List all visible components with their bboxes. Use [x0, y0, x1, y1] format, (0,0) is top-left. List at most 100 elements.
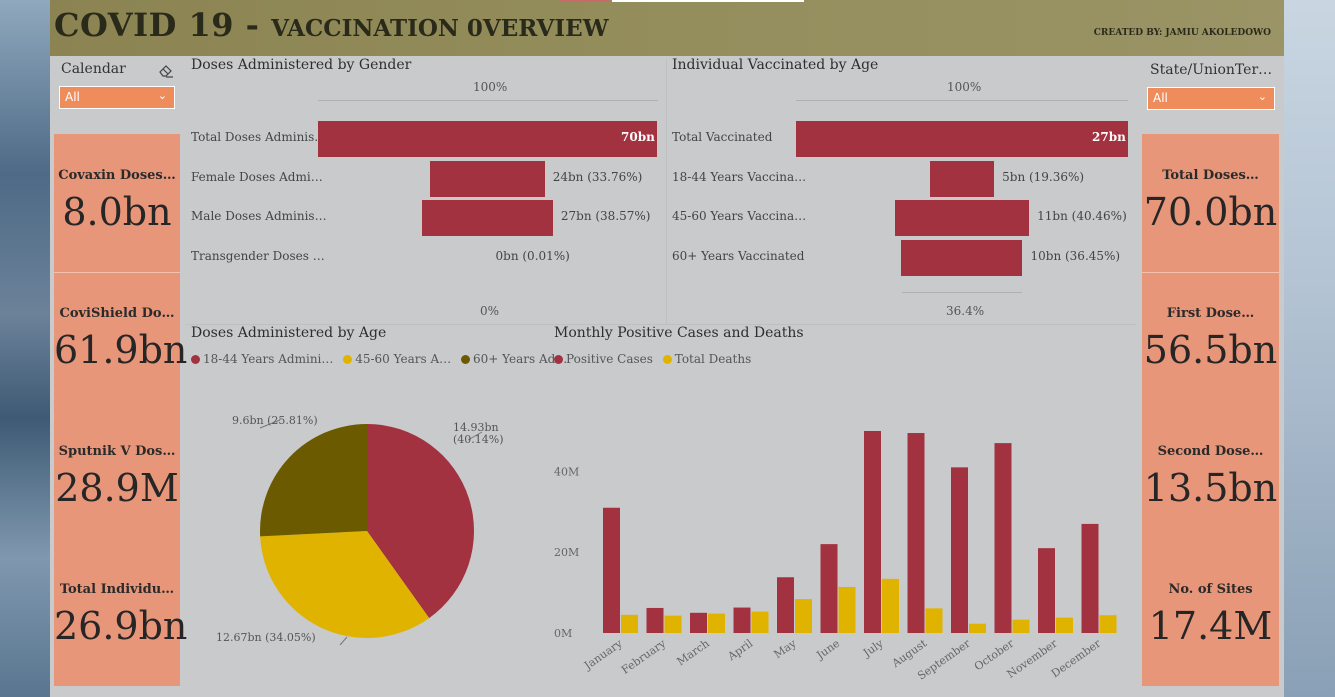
x-tick-label: February	[619, 636, 669, 676]
state-dropdown-value: All	[1153, 91, 1168, 105]
total-deaths-bar[interactable]	[838, 586, 856, 633]
positive-cases-bar[interactable]	[951, 467, 968, 633]
positive-cases-bar[interactable]	[646, 607, 664, 633]
age-vacc-bar-value: 27bn	[1092, 130, 1126, 144]
total-deaths-bar[interactable]	[708, 613, 725, 633]
gender-row-label: Male Doses Adminis…	[191, 209, 327, 223]
page-tab-indicator-active[interactable]	[612, 0, 804, 2]
kpi-value: 61.9bn	[54, 328, 188, 372]
gender-bar[interactable]	[318, 121, 657, 157]
kpi-card-first-dose[interactable]: First Dose… 56.5bn	[1142, 272, 1279, 410]
gender-row-label: Total Doses Adminis…	[191, 130, 327, 144]
legend-item[interactable]: 60+ Years Ad…	[460, 352, 567, 366]
total-deaths-bar[interactable]	[882, 578, 899, 633]
age-vacc-bar[interactable]	[796, 121, 1128, 157]
pie-leader-line	[259, 419, 281, 429]
kpi-card-total-individuals[interactable]: Total Individu… 26.9bn	[54, 548, 187, 686]
eraser-icon[interactable]	[158, 62, 174, 78]
gender-bottom-pct: 0%	[480, 304, 500, 318]
kpi-card-covaxin[interactable]: Covaxin Doses… 8.0bn	[54, 134, 180, 272]
x-tick-label: March	[675, 637, 712, 668]
legend-dot	[343, 355, 353, 364]
page-title: COVID 19 - VACCINATION 0VERVIEW	[54, 6, 609, 44]
total-deaths-bar[interactable]	[969, 623, 986, 633]
pie-leader-line	[339, 636, 348, 646]
positive-cases-bar[interactable]	[733, 607, 751, 633]
kpi-card-sputnik[interactable]: Sputnik V Dos… 28.9M	[54, 410, 180, 548]
age-vacc-bar[interactable]	[929, 161, 995, 197]
gender-top-pct: 100%	[473, 80, 508, 94]
kpi-label: Sputnik V Dos…	[58, 444, 176, 459]
state-slicer-label: State/UnionTer…	[1150, 62, 1273, 78]
funnel-top-line	[796, 100, 1128, 101]
age-vacc-row-label: 18-44 Years Vaccina…	[672, 170, 807, 184]
background-left	[0, 0, 50, 697]
kpi-card-covishield[interactable]: CoviShield Do… 61.9bn	[54, 272, 188, 410]
legend-dot	[460, 355, 470, 364]
chevron-down-icon: ⌄	[157, 89, 167, 102]
funnel-top-line	[318, 100, 658, 101]
panel-divider	[186, 324, 1136, 325]
total-deaths-bar[interactable]	[1056, 617, 1073, 633]
legend-item[interactable]: 45-60 Years A…	[343, 352, 451, 366]
x-tick-label: December	[1049, 636, 1104, 680]
total-deaths-bar[interactable]	[1099, 615, 1117, 633]
age-vacc-bar-value: 11bn (40.46%)	[1037, 209, 1127, 223]
pie-slice[interactable]	[260, 424, 367, 537]
kpi-card-second-dose[interactable]: Second Dose… 13.5bn	[1142, 410, 1279, 548]
positive-cases-bar[interactable]	[690, 612, 707, 633]
age-vacc-bar[interactable]	[901, 240, 1023, 276]
kpi-label: Second Dose…	[1157, 444, 1264, 459]
total-deaths-bar[interactable]	[664, 615, 682, 633]
positive-cases-bar[interactable]	[1038, 548, 1055, 633]
kpi-label: Total Individu…	[59, 582, 175, 597]
positive-cases-bar[interactable]	[864, 431, 881, 633]
positive-cases-bar[interactable]	[777, 577, 794, 633]
x-tick-label: July	[860, 636, 886, 660]
background-right	[1284, 0, 1335, 697]
age-vacc-bar-value: 10bn (36.45%)	[1030, 249, 1121, 263]
legend-item[interactable]: Total Deaths	[662, 352, 752, 366]
y-tick-label: 40M	[554, 465, 579, 478]
kpi-value: 13.5bn	[1143, 466, 1278, 510]
kpi-card-total-doses[interactable]: Total Doses… 70.0bn	[1142, 134, 1279, 272]
pie-slice[interactable]	[367, 424, 474, 619]
legend-label: Positive Cases	[566, 352, 653, 366]
positive-cases-bar[interactable]	[907, 433, 925, 633]
pie-chart-title: Doses Administered by Age	[191, 325, 387, 341]
legend-item[interactable]: Positive Cases	[554, 352, 653, 366]
total-deaths-bar[interactable]	[751, 611, 769, 633]
funnel-bottom-line	[902, 292, 1022, 293]
page-tab-indicator[interactable]	[560, 0, 610, 2]
kpi-value: 17.4M	[1148, 604, 1273, 648]
left-kpi-cards: Covaxin Doses… 8.0bn CoviShield Do… 61.9…	[54, 134, 188, 686]
gender-bar-value: 24bn (33.76%)	[552, 170, 643, 184]
legend-dot	[554, 355, 563, 364]
age-vacc-bar[interactable]	[894, 200, 1030, 236]
positive-cases-bar[interactable]	[603, 507, 620, 633]
positive-cases-bar[interactable]	[994, 443, 1012, 633]
header-banner: COVID 19 - VACCINATION 0VERVIEW CREATED …	[50, 0, 1284, 56]
kpi-label: CoviShield Do…	[59, 306, 175, 321]
pie-slice[interactable]	[260, 531, 430, 638]
kpi-card-sites[interactable]: No. of Sites 17.4M	[1142, 548, 1279, 686]
state-dropdown[interactable]: All ⌄	[1147, 87, 1275, 110]
gender-row-label: Transgender Doses …	[191, 249, 325, 263]
x-tick-label: April	[725, 637, 756, 664]
pie-data-label: 9.6bn (25.81%)	[232, 414, 318, 427]
total-deaths-bar[interactable]	[795, 599, 812, 633]
gender-bar[interactable]	[430, 161, 545, 197]
total-deaths-bar[interactable]	[621, 614, 638, 633]
total-deaths-bar[interactable]	[925, 608, 943, 633]
page-title-sub: VACCINATION 0VERVIEW	[271, 15, 609, 42]
legend-label: 45-60 Years A…	[355, 352, 452, 366]
legend-label: Total Deaths	[674, 352, 752, 366]
positive-cases-bar[interactable]	[1081, 523, 1099, 633]
positive-cases-bar[interactable]	[820, 544, 838, 633]
legend-item[interactable]: 18-44 Years Admini…	[191, 352, 333, 366]
calendar-dropdown[interactable]: All ⌄	[59, 86, 175, 109]
gender-bar[interactable]	[422, 200, 553, 236]
chevron-down-icon: ⌄	[1257, 90, 1267, 103]
total-deaths-bar[interactable]	[1012, 619, 1030, 633]
age-vacc-row-label: 45-60 Years Vaccina…	[672, 209, 807, 223]
